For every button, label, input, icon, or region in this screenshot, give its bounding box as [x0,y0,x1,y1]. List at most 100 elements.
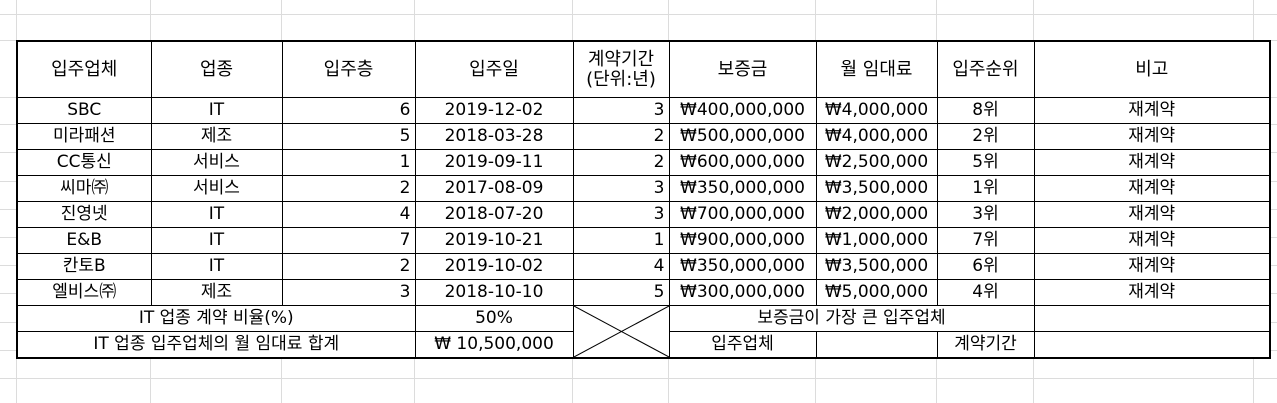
header-period[interactable]: 계약기간 (단위:년) [572,40,670,98]
header-industry[interactable]: 업종 [150,40,283,98]
company-cell[interactable]: 칸토B [16,253,152,280]
header-note[interactable]: 비고 [1033,40,1271,98]
floor-cell[interactable]: 4 [281,201,416,228]
rank-cell[interactable]: 3위 [936,201,1035,228]
header-deposit[interactable]: 보증금 [668,40,817,98]
date-cell[interactable]: 2019-10-02 [414,253,574,280]
table-row: CC통신 서비스 1 2019-09-11 2 ₩600,000,000 ₩2,500,00… [16,149,1271,176]
company-label[interactable]: 입주업체 [668,331,817,359]
floor-cell[interactable]: 3 [281,279,416,306]
rank-cell[interactable]: 7위 [936,227,1035,254]
date-cell[interactable]: 2018-10-10 [414,279,574,306]
date-cell[interactable]: 2019-09-11 [414,149,574,176]
floor-cell[interactable]: 7 [281,227,416,254]
date-cell[interactable]: 2019-12-02 [414,97,574,124]
period-cell[interactable]: 3 [572,201,670,228]
period-cell[interactable]: 5 [572,279,670,306]
header-company[interactable]: 입주업체 [16,40,152,98]
header-rent[interactable]: 월 임대료 [815,40,938,98]
date-cell[interactable]: 2017-08-09 [414,175,574,202]
industry-cell[interactable]: IT [150,97,283,124]
industry-cell[interactable]: 제조 [150,279,283,306]
floor-cell[interactable]: 2 [281,175,416,202]
header-period-unit: (단위:년) [586,68,656,90]
floor-cell[interactable]: 5 [281,123,416,150]
deposit-cell[interactable]: ₩600,000,000 [668,149,817,176]
industry-cell[interactable]: 서비스 [150,175,283,202]
company-cell[interactable]: CC통신 [16,149,152,176]
header-rank[interactable]: 입주순위 [936,40,1035,98]
rent-cell[interactable]: ₩1,000,000 [815,227,938,254]
period-label[interactable]: 계약기간 [936,331,1035,359]
rent-cell[interactable]: ₩4,000,000 [815,123,938,150]
max-deposit-label[interactable]: 보증금이 가장 큰 입주업체 [668,305,1035,332]
rent-cell[interactable]: ₩3,500,000 [815,175,938,202]
company-cell[interactable]: SBC [16,97,152,124]
period-cell[interactable]: 2 [572,123,670,150]
company-result[interactable] [815,331,938,359]
deposit-cell[interactable]: ₩350,000,000 [668,175,817,202]
period-result[interactable] [1033,331,1271,359]
it-ratio-label[interactable]: IT 업종 계약 비율(%) [16,305,416,332]
deposit-cell[interactable]: ₩400,000,000 [668,97,817,124]
period-cell[interactable]: 3 [572,97,670,124]
industry-cell[interactable]: 제조 [150,123,283,150]
deposit-cell[interactable]: ₩350,000,000 [668,253,817,280]
deposit-cell[interactable]: ₩500,000,000 [668,123,817,150]
period-cell[interactable]: 3 [572,175,670,202]
note-cell[interactable]: 재계약 [1033,123,1271,150]
company-cell[interactable]: 미라패션 [16,123,152,150]
note-cell[interactable]: 재계약 [1033,97,1271,124]
note-cell[interactable]: 재계약 [1033,279,1271,306]
header-period-label: 계약기간 [587,48,655,70]
rank-cell[interactable]: 1위 [936,175,1035,202]
it-rent-label[interactable]: IT 업종 입주업체의 월 임대료 합계 [16,331,416,359]
table-row: E&B IT 7 2019-10-21 1 ₩900,000,000 ₩1,000,000 7… [16,227,1271,254]
floor-cell[interactable]: 6 [281,97,416,124]
company-cell[interactable]: 엘비스㈜ [16,279,152,306]
rank-cell[interactable]: 5위 [936,149,1035,176]
period-cell[interactable]: 2 [572,149,670,176]
rank-cell[interactable]: 6위 [936,253,1035,280]
table-row: SBC IT 6 2019-12-02 3 ₩400,000,000 ₩4,000,000 8… [16,97,1271,124]
rank-cell[interactable]: 2위 [936,123,1035,150]
industry-cell[interactable]: 서비스 [150,149,283,176]
table-row: 진영넷 IT 4 2018-07-20 3 ₩700,000,000 ₩2,000,000 3… [16,201,1271,228]
max-deposit-result[interactable] [1033,305,1271,332]
it-rent-value[interactable]: ₩ 10,500,000 [414,331,574,359]
note-cell[interactable]: 재계약 [1033,253,1271,280]
note-cell[interactable]: 재계약 [1033,227,1271,254]
industry-cell[interactable]: IT [150,227,283,254]
rent-cell[interactable]: ₩3,500,000 [815,253,938,280]
table-row: 엘비스㈜ 제조 3 2018-10-10 5 ₩300,000,000 ₩5,000,000… [16,279,1271,306]
industry-cell[interactable]: IT [150,201,283,228]
date-cell[interactable]: 2019-10-21 [414,227,574,254]
company-cell[interactable]: 씨마㈜ [16,175,152,202]
rank-cell[interactable]: 8위 [936,97,1035,124]
header-floor[interactable]: 입주층 [281,40,416,98]
note-cell[interactable]: 재계약 [1033,201,1271,228]
deposit-cell[interactable]: ₩300,000,000 [668,279,817,306]
company-cell[interactable]: E&B [16,227,152,254]
note-cell[interactable]: 재계약 [1033,149,1271,176]
deposit-cell[interactable]: ₩700,000,000 [668,201,817,228]
crossed-out-cell[interactable] [572,305,670,359]
industry-cell[interactable]: IT [150,253,283,280]
rent-cell[interactable]: ₩4,000,000 [815,97,938,124]
header-date[interactable]: 입주일 [414,40,574,98]
date-cell[interactable]: 2018-03-28 [414,123,574,150]
rank-cell[interactable]: 4위 [936,279,1035,306]
floor-cell[interactable]: 2 [281,253,416,280]
header-row: 입주업체 업종 입주층 입주일 계약기간 (단위:년) 보증금 월 임대료 입주순… [16,40,1271,98]
deposit-cell[interactable]: ₩900,000,000 [668,227,817,254]
note-cell[interactable]: 재계약 [1033,175,1271,202]
it-ratio-value[interactable]: 50% [414,305,574,332]
rent-cell[interactable]: ₩5,000,000 [815,279,938,306]
date-cell[interactable]: 2018-07-20 [414,201,574,228]
company-cell[interactable]: 진영넷 [16,201,152,228]
rent-cell[interactable]: ₩2,000,000 [815,201,938,228]
period-cell[interactable]: 1 [572,227,670,254]
floor-cell[interactable]: 1 [281,149,416,176]
period-cell[interactable]: 4 [572,253,670,280]
rent-cell[interactable]: ₩2,500,000 [815,149,938,176]
